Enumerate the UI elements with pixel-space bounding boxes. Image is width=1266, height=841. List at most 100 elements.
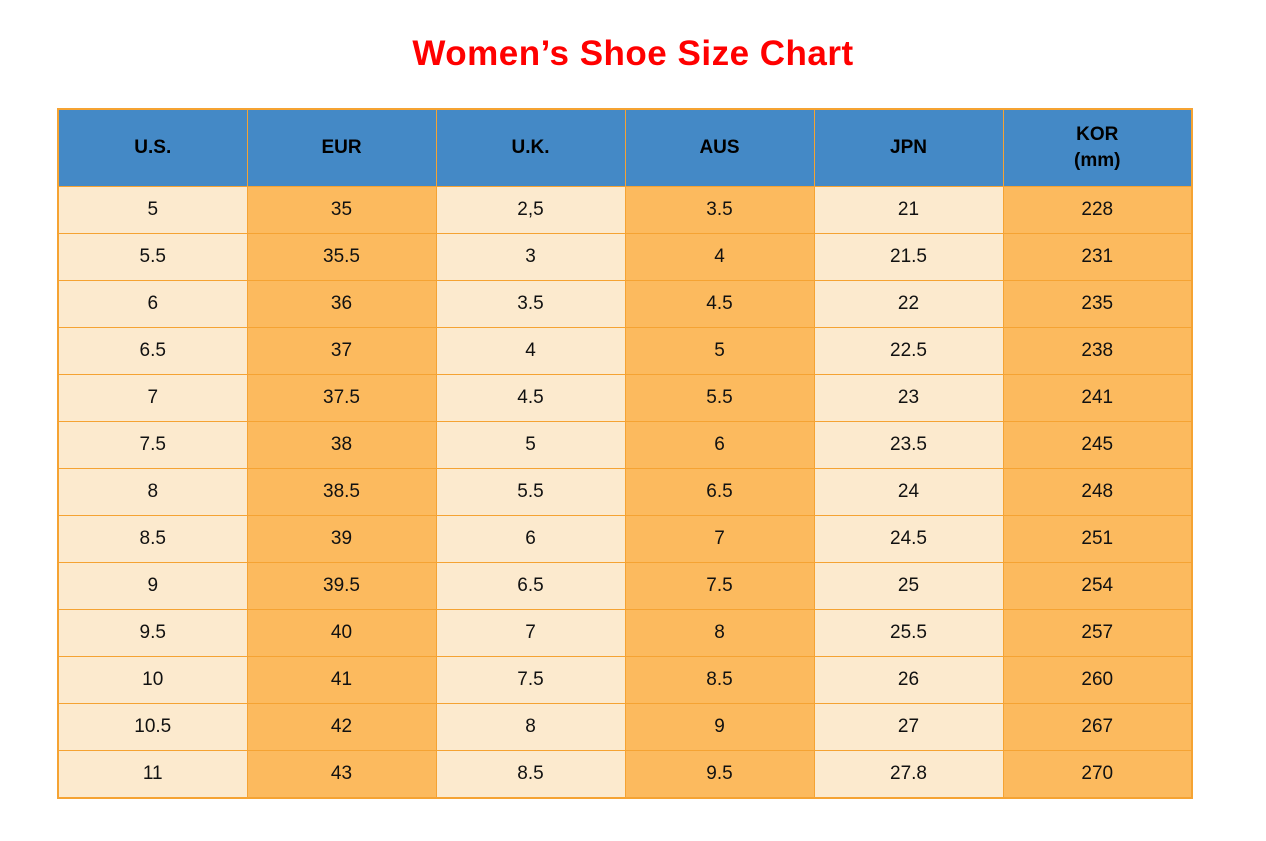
table-row: 8 38.5 5.5 6.5 24 248: [57, 468, 1193, 516]
cell: 8.5: [624, 656, 815, 704]
cell: 5: [624, 327, 815, 375]
cell: 9: [624, 703, 815, 751]
cell: 9.5: [57, 609, 248, 657]
cell: 4.5: [435, 374, 626, 422]
cell: 35: [246, 186, 437, 234]
cell: 6: [57, 280, 248, 328]
cell: 22: [813, 280, 1004, 328]
cell: 42: [246, 703, 437, 751]
cell: 6.5: [624, 468, 815, 516]
table-row: 7 37.5 4.5 5.5 23 241: [57, 374, 1193, 422]
cell: 9.5: [624, 750, 815, 799]
cell: 3.5: [435, 280, 626, 328]
cell: 2,5: [435, 186, 626, 234]
cell: 6: [435, 515, 626, 563]
cell: 8.5: [57, 515, 248, 563]
cell: 238: [1002, 327, 1193, 375]
cell: 8: [435, 703, 626, 751]
column-header-uk: U.K.: [435, 108, 626, 187]
cell: 27.8: [813, 750, 1004, 799]
cell: 7: [435, 609, 626, 657]
cell: 7.5: [435, 656, 626, 704]
cell: 267: [1002, 703, 1193, 751]
cell: 9: [57, 562, 248, 610]
page-title: Women’s Shoe Size Chart: [412, 34, 854, 73]
cell: 40: [246, 609, 437, 657]
cell: 6.5: [57, 327, 248, 375]
cell: 260: [1002, 656, 1193, 704]
column-header-eur: EUR: [246, 108, 437, 187]
cell: 235: [1002, 280, 1193, 328]
header-row: U.S. EUR U.K. AUS JPN KOR (mm): [57, 108, 1193, 187]
cell: 5.5: [624, 374, 815, 422]
cell: 245: [1002, 421, 1193, 469]
cell: 10: [57, 656, 248, 704]
cell: 7: [57, 374, 248, 422]
cell: 25.5: [813, 609, 1004, 657]
cell: 241: [1002, 374, 1193, 422]
cell: 26: [813, 656, 1004, 704]
table-row: 5.5 35.5 3 4 21.5 231: [57, 233, 1193, 281]
table-body: 5 35 2,5 3.5 21 228 5.5 35.5 3 4 21.5 231 6 36 3.5 4.5 2…: [57, 186, 1193, 799]
table-row: 6.5 37 4 5 22.5 238: [57, 327, 1193, 375]
cell: 36: [246, 280, 437, 328]
cell: 27: [813, 703, 1004, 751]
cell: 6.5: [435, 562, 626, 610]
cell: 41: [246, 656, 437, 704]
cell: 11: [57, 750, 248, 799]
cell: 270: [1002, 750, 1193, 799]
cell: 24: [813, 468, 1004, 516]
table-row: 11 43 8.5 9.5 27.8 270: [57, 750, 1193, 799]
cell: 257: [1002, 609, 1193, 657]
cell: 21: [813, 186, 1004, 234]
cell: 228: [1002, 186, 1193, 234]
cell: 43: [246, 750, 437, 799]
cell: 35.5: [246, 233, 437, 281]
cell: 7: [624, 515, 815, 563]
cell: 7.5: [624, 562, 815, 610]
cell: 5.5: [435, 468, 626, 516]
cell: 25: [813, 562, 1004, 610]
cell: 4: [435, 327, 626, 375]
table-row: 5 35 2,5 3.5 21 228: [57, 186, 1193, 234]
table-row: 9 39.5 6.5 7.5 25 254: [57, 562, 1193, 610]
table-row: 7.5 38 5 6 23.5 245: [57, 421, 1193, 469]
cell: 8: [624, 609, 815, 657]
column-header-us: U.S.: [57, 108, 248, 187]
cell: 38.5: [246, 468, 437, 516]
column-header-aus: AUS: [624, 108, 815, 187]
table-row: 10 41 7.5 8.5 26 260: [57, 656, 1193, 704]
cell: 24.5: [813, 515, 1004, 563]
shoe-size-table: U.S. EUR U.K. AUS JPN KOR (mm) 5 35 2,5 3.5 21 228 5…: [57, 108, 1193, 799]
column-header-kor: KOR (mm): [1002, 108, 1193, 187]
table-row: 10.5 42 8 9 27 267: [57, 703, 1193, 751]
cell: 39: [246, 515, 437, 563]
cell: 8: [57, 468, 248, 516]
cell: 38: [246, 421, 437, 469]
cell: 4: [624, 233, 815, 281]
cell: 10.5: [57, 703, 248, 751]
cell: 22.5: [813, 327, 1004, 375]
column-header-sublabel: (mm): [1074, 150, 1121, 171]
cell: 231: [1002, 233, 1193, 281]
cell: 6: [624, 421, 815, 469]
cell: 23: [813, 374, 1004, 422]
cell: 3.5: [624, 186, 815, 234]
cell: 37: [246, 327, 437, 375]
column-header-jpn: JPN: [813, 108, 1004, 187]
cell: 7.5: [57, 421, 248, 469]
table-row: 8.5 39 6 7 24.5 251: [57, 515, 1193, 563]
cell: 3: [435, 233, 626, 281]
table-header: U.S. EUR U.K. AUS JPN KOR (mm): [57, 108, 1193, 187]
table-row: 9.5 40 7 8 25.5 257: [57, 609, 1193, 657]
cell: 39.5: [246, 562, 437, 610]
cell: 248: [1002, 468, 1193, 516]
cell: 23.5: [813, 421, 1004, 469]
cell: 37.5: [246, 374, 437, 422]
table-row: 6 36 3.5 4.5 22 235: [57, 280, 1193, 328]
cell: 5: [57, 186, 248, 234]
cell: 254: [1002, 562, 1193, 610]
cell: 5.5: [57, 233, 248, 281]
cell: 251: [1002, 515, 1193, 563]
